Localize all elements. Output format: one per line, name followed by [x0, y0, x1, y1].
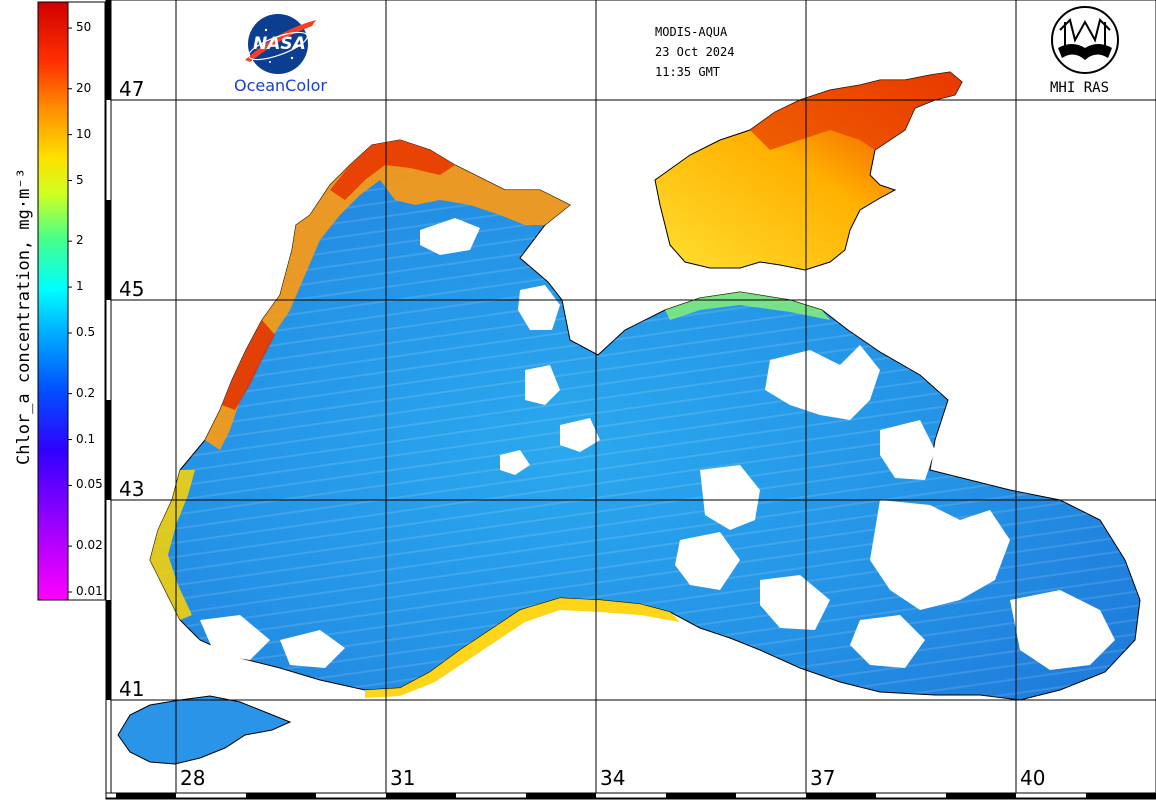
- azov-north-bloom: [750, 72, 962, 150]
- oceancolor-caption: OceanColor: [234, 76, 327, 95]
- acquisition-time: 11:35 GMT: [655, 65, 721, 79]
- colorbar-tick-label: 0.2: [76, 385, 96, 400]
- colorbar-tick-label: 0.5: [76, 324, 96, 339]
- colorbar-gradient: [37, 1, 69, 601]
- colorbar-tick-label: 0.01: [76, 584, 103, 598]
- lat-label-47: 47: [117, 77, 147, 101]
- nw-shelf-bloom-inner: [330, 140, 455, 200]
- acquisition-date: 23 Oct 2024: [655, 45, 735, 59]
- colorbar-tick-label: 0.1: [76, 431, 96, 446]
- sensor-name: MODIS-AQUA: [655, 25, 728, 39]
- nasa-wordmark: NASA: [253, 34, 306, 54]
- cloud-patches: [200, 218, 1115, 670]
- colorbar-tick-label: 10: [76, 126, 92, 141]
- colorbar-tick-label: 5: [76, 172, 84, 187]
- lat-label-41: 41: [117, 677, 147, 701]
- colorbar-tick-label: 2: [76, 233, 84, 248]
- lon-label-40: 40: [1018, 766, 1048, 790]
- graticule: [106, 0, 1156, 799]
- danube-plume: [222, 320, 275, 410]
- colorbar-tick-label: 1: [76, 279, 84, 294]
- mhi-ras-logo: [1051, 6, 1119, 74]
- colorbar-tick-panel: [67, 1, 106, 601]
- colorbar-tick-label: 0.05: [76, 477, 103, 492]
- lat-label-45: 45: [117, 277, 147, 301]
- colorbar-ticks: [68, 27, 72, 593]
- south-coast-bloom: [365, 598, 680, 698]
- lon-label-28: 28: [178, 766, 208, 790]
- nasa-logo: [245, 14, 316, 74]
- mhi-ras-caption: MHI RAS: [1050, 80, 1110, 96]
- sea-of-marmara: [117, 695, 292, 765]
- crimea-south-bloom: [665, 292, 830, 320]
- colorbar-tick-label: 20: [76, 80, 92, 95]
- colorbar-title: Chlor_a concentration, mg·m⁻³: [14, 168, 34, 465]
- bulgaria-coast-bloom: [150, 470, 195, 620]
- left-scale-bar: [105, 0, 112, 800]
- bottom-scale-bar: [105, 792, 1156, 799]
- lon-label-31: 31: [388, 766, 418, 790]
- lat-label-43: 43: [117, 477, 147, 501]
- lon-label-34: 34: [598, 766, 628, 790]
- lon-label-37: 37: [808, 766, 838, 790]
- colorbar-tick-label: 50: [76, 20, 92, 35]
- colorbar-tick-label: 0.02: [76, 538, 103, 553]
